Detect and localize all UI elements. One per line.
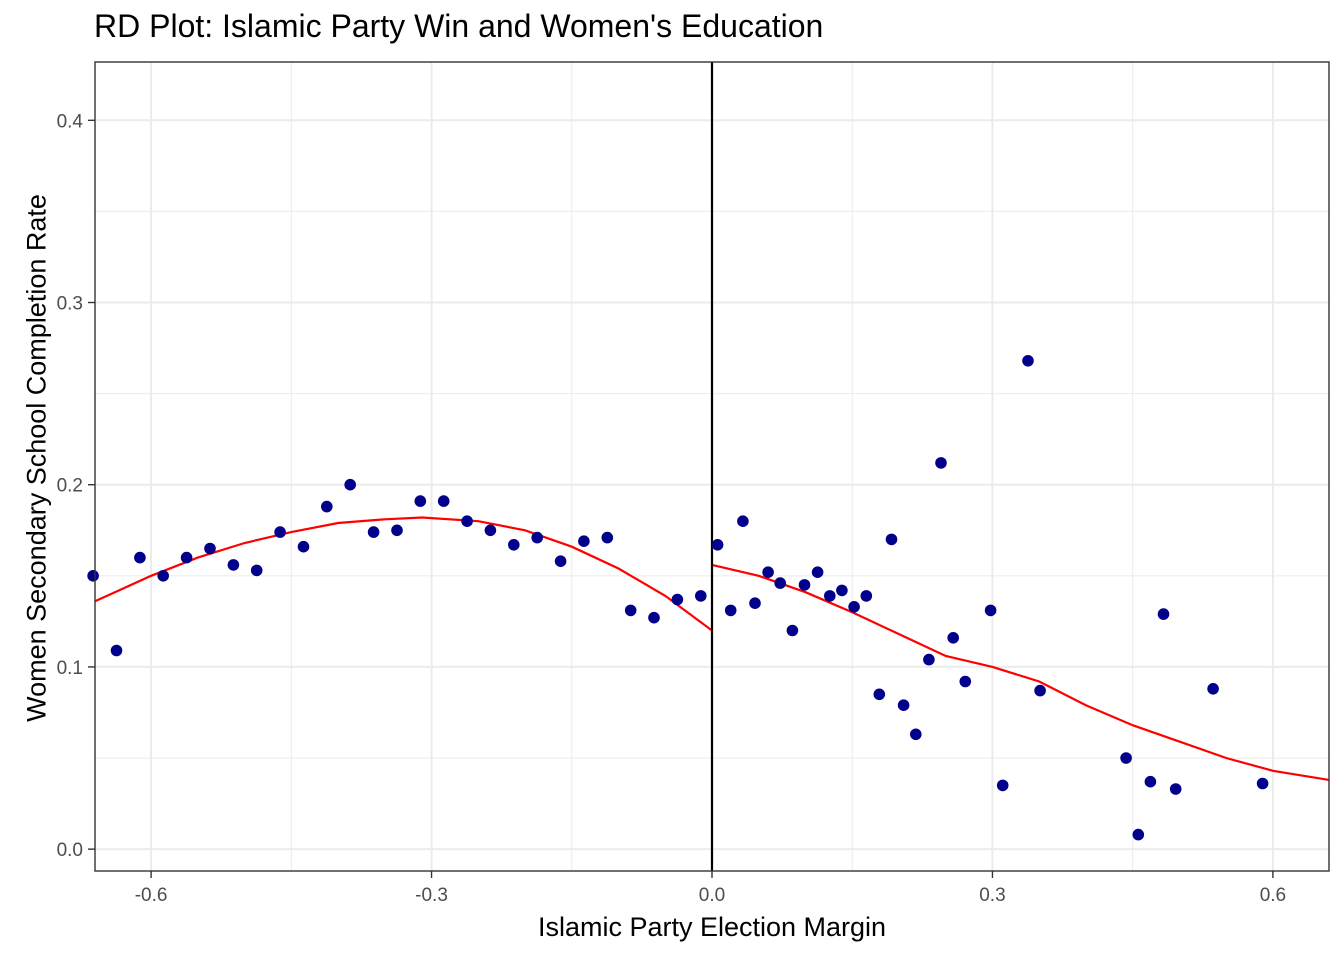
data-point — [873, 688, 886, 701]
data-point — [811, 566, 824, 578]
data-point — [910, 728, 922, 741]
data-point — [860, 590, 873, 602]
data-point — [508, 539, 520, 551]
data-point — [157, 570, 169, 582]
y-tick-label: 0.3 — [57, 294, 83, 315]
data-point — [1034, 684, 1046, 697]
data-point — [798, 579, 811, 591]
y-tick-label: 0.0 — [57, 840, 83, 861]
data-point — [923, 653, 935, 666]
data-point — [437, 495, 450, 507]
x-tick-label: 0.0 — [699, 885, 725, 906]
data-point — [1132, 828, 1145, 841]
data-point — [344, 478, 357, 491]
x-tick-label: -0.6 — [135, 885, 168, 906]
data-point — [959, 675, 972, 688]
data-point — [367, 526, 380, 538]
data-point — [1256, 777, 1269, 790]
data-point — [484, 524, 497, 537]
data-point — [724, 604, 737, 617]
data-point — [297, 540, 310, 553]
data-point — [461, 515, 473, 527]
data-point — [774, 577, 786, 589]
y-axis-label: Women Secondary School Completion Rate — [21, 194, 52, 722]
data-point — [848, 601, 860, 613]
data-point — [786, 624, 799, 637]
x-axis-ticks: -0.6 -0.3 0.0 0.3 0.6 — [135, 871, 1286, 906]
y-tick-label: 0.1 — [57, 658, 83, 679]
data-point — [885, 533, 898, 546]
chart-title: RD Plot: Islamic Party Win and Women's E… — [94, 8, 824, 44]
data-point — [414, 495, 427, 507]
data-point — [1022, 355, 1034, 367]
y-tick-label: 0.2 — [57, 476, 83, 497]
x-tick-label: -0.3 — [415, 885, 448, 906]
data-point — [1120, 752, 1132, 764]
data-point — [762, 566, 774, 578]
data-point — [531, 531, 543, 544]
data-point — [87, 570, 99, 582]
data-point — [204, 542, 216, 555]
data-point — [321, 500, 333, 513]
data-point — [935, 457, 947, 469]
y-axis-ticks: 0.0 0.1 0.2 0.3 0.4 — [57, 111, 95, 861]
data-point — [391, 524, 403, 537]
data-point — [749, 597, 761, 609]
data-point — [180, 551, 193, 564]
data-point — [1207, 683, 1219, 695]
data-point — [737, 515, 749, 527]
data-point — [601, 531, 614, 544]
x-tick-label: 0.3 — [979, 885, 1005, 906]
data-point — [996, 779, 1009, 792]
data-point — [274, 526, 286, 538]
y-tick-label: 0.4 — [57, 111, 84, 132]
x-tick-label: 0.6 — [1260, 885, 1286, 906]
x-axis-label: Islamic Party Election Margin — [537, 912, 887, 942]
data-point — [1157, 608, 1170, 620]
data-point — [554, 555, 567, 567]
fit-line-left — [94, 516, 713, 632]
data-point — [836, 584, 848, 597]
data-point — [1144, 775, 1157, 788]
data-point — [110, 644, 123, 657]
data-point — [250, 564, 263, 577]
data-point — [897, 699, 910, 711]
data-point — [695, 590, 707, 602]
fit-lines — [94, 516, 1330, 781]
data-point — [671, 593, 684, 606]
data-points — [87, 355, 1269, 841]
data-point — [624, 604, 637, 617]
data-point — [134, 551, 146, 564]
fit-line-right — [711, 563, 1330, 781]
data-point — [984, 604, 997, 617]
data-point — [947, 632, 959, 644]
data-point — [227, 559, 240, 571]
data-point — [711, 539, 724, 551]
data-point — [648, 611, 660, 624]
data-point — [824, 590, 836, 602]
data-point — [578, 535, 590, 547]
data-point — [1169, 783, 1182, 795]
